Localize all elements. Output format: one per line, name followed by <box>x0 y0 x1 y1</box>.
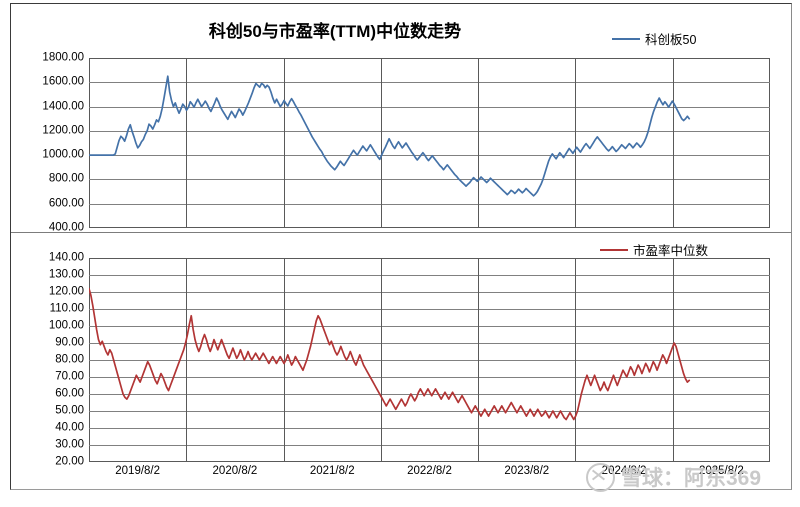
bottom-chart-plot <box>89 258 770 462</box>
y-axis-tick-label: 20.00 <box>55 455 84 468</box>
page-title: 科创50与市盈率(TTM)中位数走势 <box>208 22 462 41</box>
y-axis-tick-label: 120.00 <box>48 285 84 298</box>
legend-bottom-panel: 市盈率中位数 <box>600 240 708 259</box>
y-axis-tick-label: 70.00 <box>55 370 84 383</box>
y-axis-tick-label: 130.00 <box>48 268 84 281</box>
y-axis-tick-label: 50.00 <box>55 404 84 417</box>
bottom-chart-y-axis-labels: 140.00 130.00 120.00 110.00 100.00 90.00 80.00… <box>0 252 84 467</box>
y-axis-tick-label: 80.00 <box>55 353 84 366</box>
y-axis-tick-label: 1800.00 <box>42 51 84 64</box>
x-axis-tick-label: 2025/8/2 <box>698 465 744 477</box>
legend-label-kechuang50: 科创板50 <box>645 33 697 47</box>
y-axis-tick-label: 1000.00 <box>42 148 84 161</box>
y-axis-tick-label: 400.00 <box>48 221 84 234</box>
x-axis-tick-label: 2020/8/2 <box>212 465 258 477</box>
y-axis-tick-label: 30.00 <box>55 438 84 451</box>
panel-divider <box>11 232 791 233</box>
x-axis-tick-label: 2024/8/2 <box>601 465 647 477</box>
y-axis-tick-label: 110.00 <box>49 302 84 315</box>
y-axis-tick-label: 60.00 <box>55 387 84 400</box>
x-axis-tick-label: 2022/8/2 <box>407 465 452 477</box>
bottom-chart-panel <box>89 258 770 462</box>
y-axis-tick-label: 100.00 <box>48 319 84 332</box>
y-axis-tick-label: 90.00 <box>55 336 84 349</box>
legend-swatch-pe-median <box>600 248 628 251</box>
legend-label-pe-median: 市盈率中位数 <box>633 244 709 258</box>
y-axis-tick-label: 40.00 <box>55 421 84 434</box>
x-axis-tick-label: 2021/8/2 <box>309 465 355 477</box>
y-axis-tick-label: 1400.00 <box>42 99 84 112</box>
y-axis-tick-label: 600.00 <box>48 196 84 209</box>
top-chart-panel <box>89 58 770 228</box>
x-axis-labels: 2019/8/2 2020/8/2 2021/8/2 2022/8/2 2023/8/2… <box>89 465 770 484</box>
y-axis-tick-label: 140.00 <box>48 251 84 264</box>
y-axis-tick-label: 1600.00 <box>42 75 84 88</box>
x-axis-tick-label: 2023/8/2 <box>504 465 550 477</box>
legend-top-panel: 科创板50 <box>612 29 696 48</box>
y-axis-tick-label: 800.00 <box>48 172 84 185</box>
top-chart-plot <box>89 58 770 228</box>
legend-swatch-kechuang50 <box>612 37 640 40</box>
top-chart-y-axis-labels: 1800.00 1600.00 1400.00 1200.00 1000.00 800.0… <box>0 52 84 233</box>
y-axis-tick-label: 1200.00 <box>42 124 84 137</box>
x-axis-tick-label: 2019/8/2 <box>115 465 161 477</box>
